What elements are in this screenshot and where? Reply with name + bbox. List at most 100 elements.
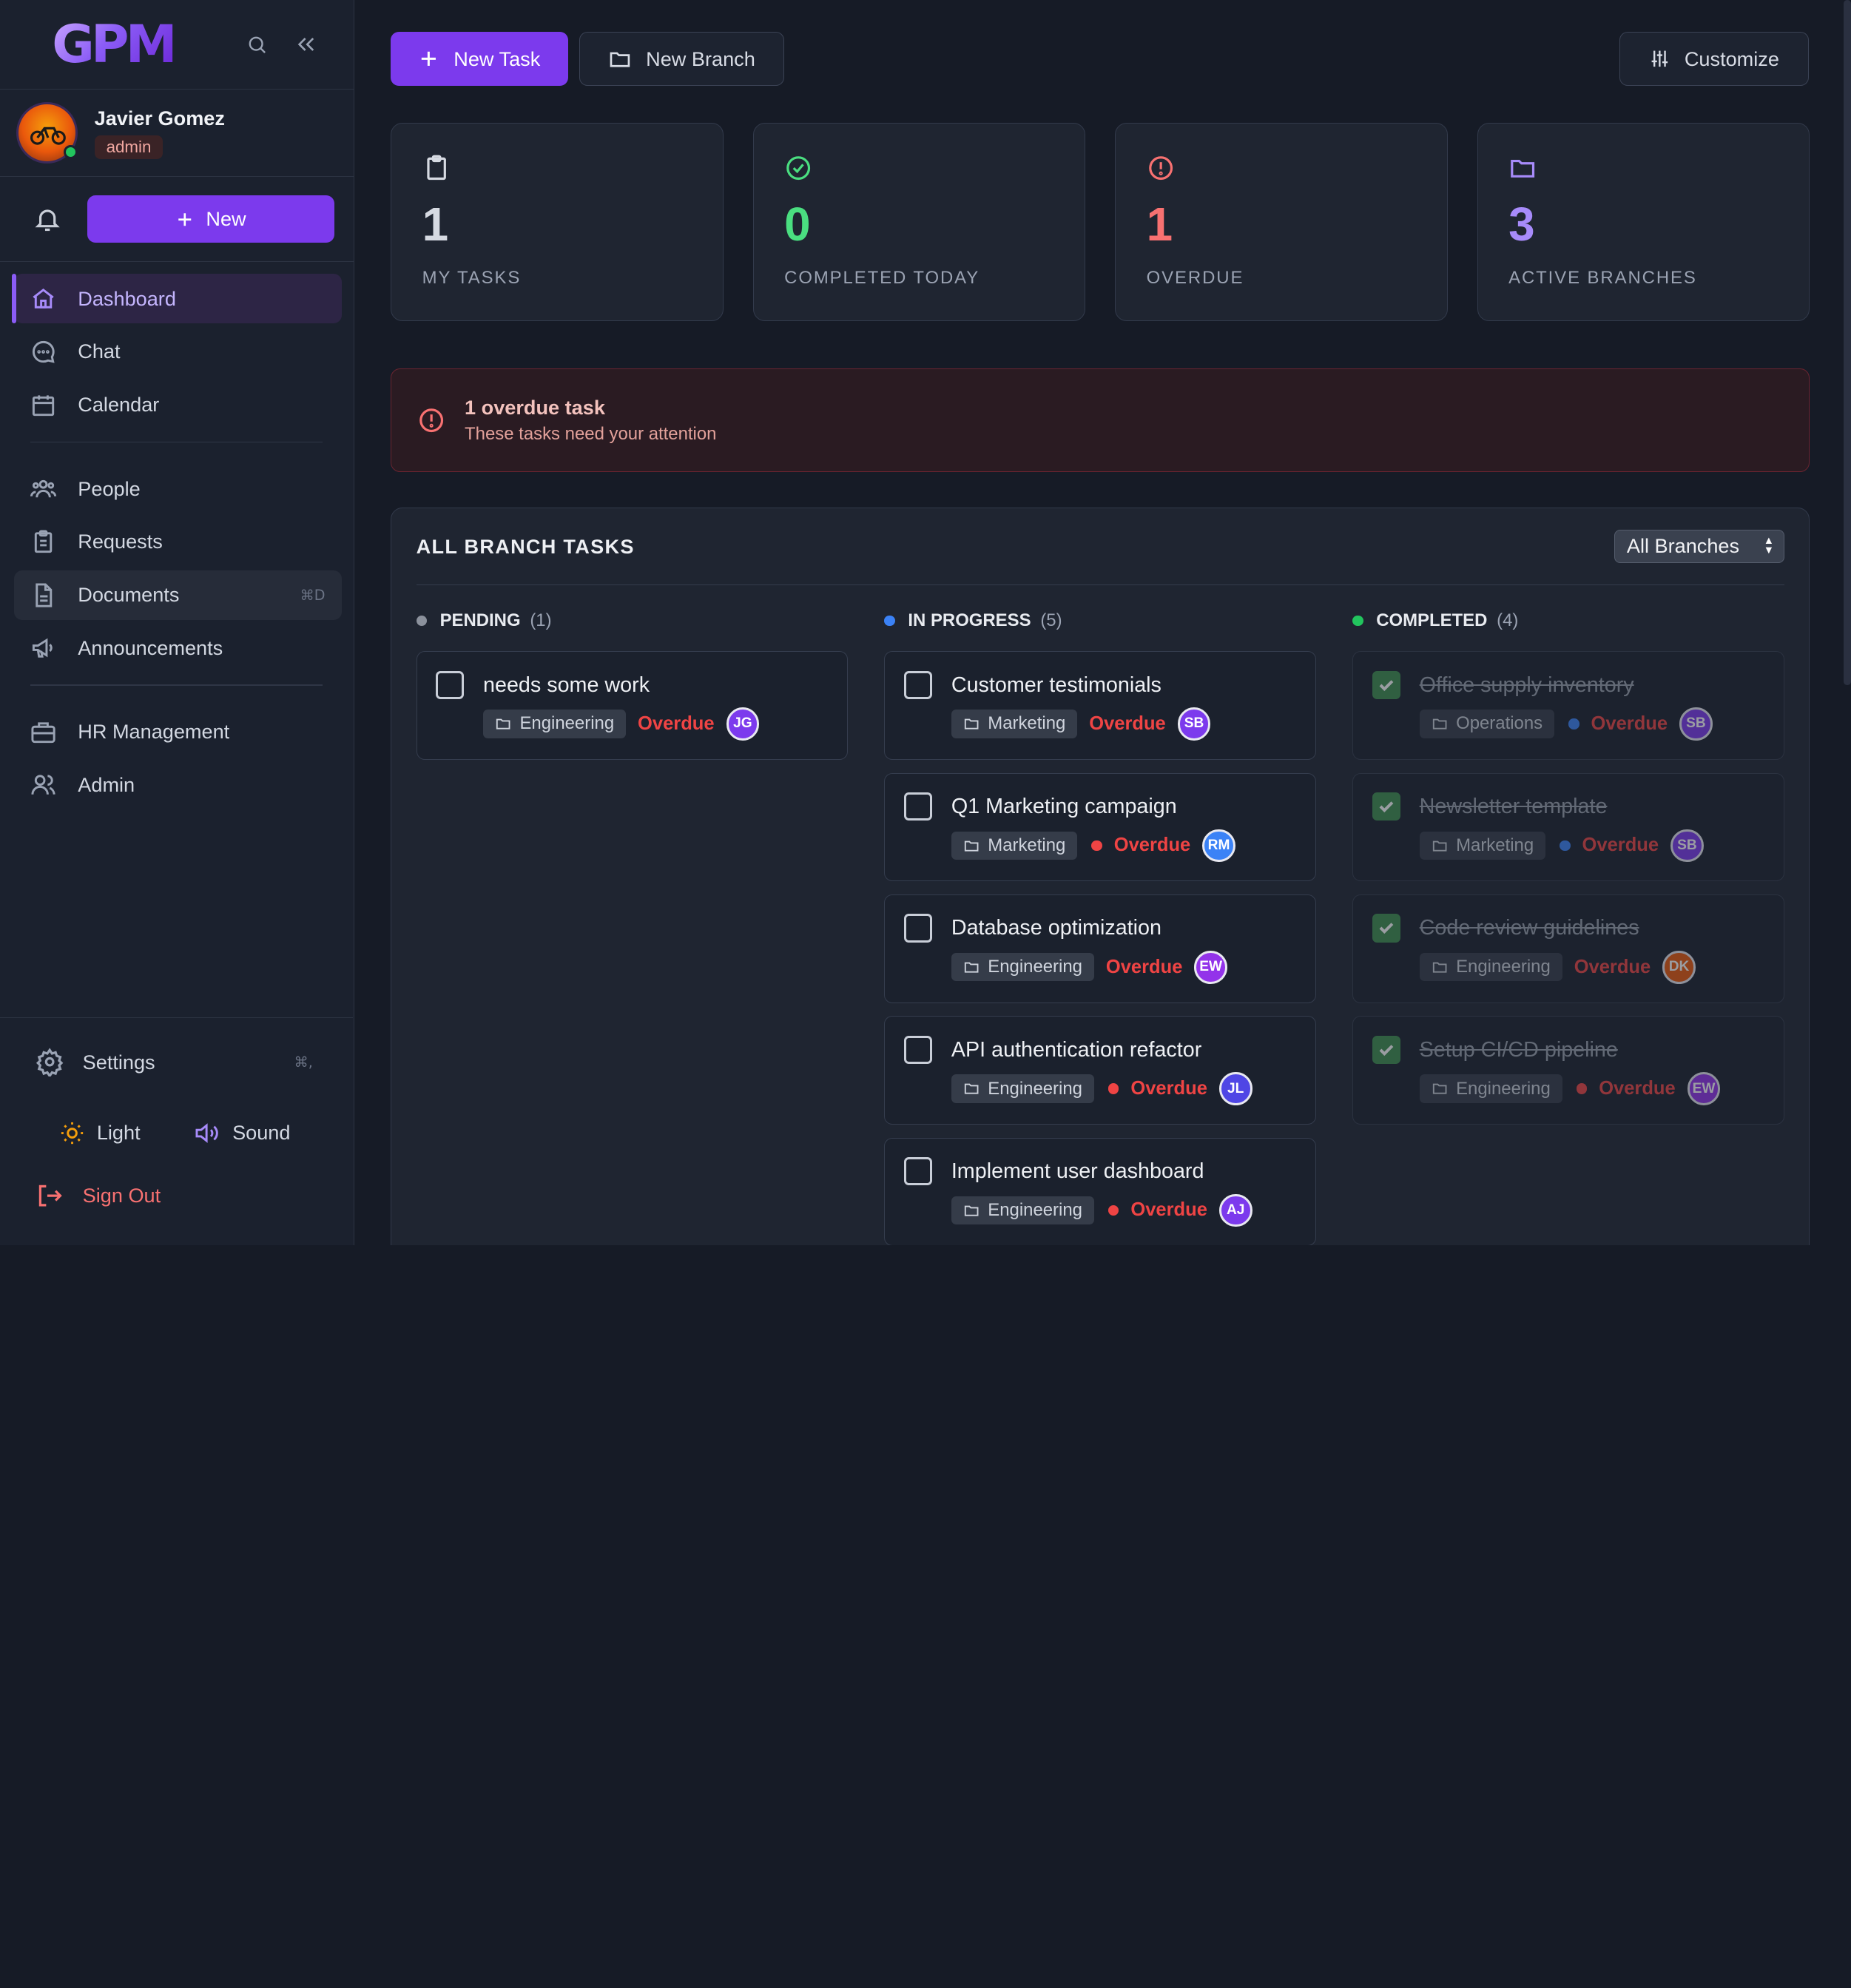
column-status-dot [1352, 615, 1363, 626]
sidebar-item-calendar[interactable]: Calendar [14, 380, 342, 430]
stats-row: 1 MY TASKS 0 COMPLETED TODAY 1 OVERDUE 3… [391, 122, 1810, 321]
folder-icon [1511, 160, 1535, 178]
column-count: (1) [530, 610, 552, 630]
task-card[interactable]: Q1 Marketing campaign Marketing Overdue RM [884, 772, 1316, 882]
search-icon[interactable] [245, 33, 269, 56]
task-card[interactable]: Implement user dashboard Engineering Overd… [884, 1137, 1316, 1246]
megaphone-icon [30, 635, 56, 661]
task-card[interactable]: Office supply inventory Operations Overdue… [1352, 651, 1784, 760]
document-icon [30, 582, 56, 608]
branch-tag[interactable]: Engineering [483, 710, 627, 738]
task-card[interactable]: Code review guidelines Engineering Overdue… [1352, 894, 1784, 1003]
sidebar-item-people[interactable]: People [14, 464, 342, 513]
sound-toggle[interactable]: Sound [192, 1120, 290, 1146]
assignee-avatar[interactable]: SB [1670, 829, 1704, 863]
branch-tag[interactable]: Engineering [951, 1074, 1094, 1103]
sidebar-item-dashboard[interactable]: Dashboard [11, 274, 342, 324]
branch-tag-label: Marketing [1456, 835, 1534, 855]
stat-card-my-tasks[interactable]: 1 MY TASKS [391, 122, 724, 321]
assignee-avatar[interactable]: EW [1687, 1072, 1721, 1105]
new-task-button[interactable]: New Task [391, 32, 568, 87]
user-profile[interactable]: Javier Gomez admin [0, 90, 354, 178]
task-card[interactable]: Setup CI/CD pipeline Engineering Overdue EW [1352, 1016, 1784, 1125]
task-checkbox[interactable] [1372, 792, 1401, 821]
collapse-sidebar-icon[interactable] [294, 33, 318, 56]
task-checkbox[interactable] [904, 914, 933, 943]
column-status-dot [416, 615, 428, 626]
task-checkbox[interactable] [1372, 1035, 1401, 1065]
stat-card-completed-today[interactable]: 0 COMPLETED TODAY [752, 122, 1086, 321]
sidebar-item-documents[interactable]: Documents ⌘D [14, 570, 342, 620]
sidebar-item-chat[interactable]: Chat [14, 327, 342, 377]
branch-filter-select[interactable]: All Branches ▲ ▼ [1614, 530, 1784, 563]
bell-icon[interactable] [33, 205, 61, 233]
branch-tag[interactable]: Engineering [951, 953, 1094, 982]
column-in-progress: IN PROGRESS (5) Customer testimonials Marke… [884, 609, 1316, 1246]
sidebar-item-announcements[interactable]: Announcements [14, 623, 342, 673]
assignee-avatar[interactable]: JL [1218, 1072, 1252, 1105]
folder-icon [964, 1205, 979, 1216]
task-card[interactable]: needs some work Engineering Overdue JG [416, 651, 849, 760]
branch-tag[interactable]: Engineering [1419, 1074, 1562, 1103]
branch-tag[interactable]: Engineering [951, 1196, 1094, 1224]
sidebar-footer: Settings ⌘, Light Sound Sign Out [0, 1017, 354, 1245]
branch-tag[interactable]: Operations [1419, 710, 1555, 738]
main-content: New Task New Branch Customize 1 MY TASKS… [355, 0, 1851, 1246]
assignee-avatar[interactable]: JG [726, 707, 760, 741]
branch-tag[interactable]: Marketing [951, 710, 1078, 738]
checkmark-icon [1379, 679, 1394, 691]
sidebar-item-label: People [78, 476, 141, 500]
task-checkbox[interactable] [1372, 914, 1401, 943]
task-checkbox[interactable] [904, 792, 933, 821]
checkmark-icon [1379, 923, 1394, 934]
customize-button[interactable]: Customize [1619, 32, 1809, 87]
folder-icon [964, 962, 979, 973]
task-card[interactable]: Newsletter template Marketing Overdue SB [1352, 772, 1784, 882]
scrollbar[interactable] [1844, 0, 1851, 685]
stat-label: OVERDUE [1146, 267, 1244, 288]
sidebar-item-hr-management[interactable]: HR Management [14, 707, 342, 757]
sidebar-item-label: HR Management [78, 720, 230, 744]
assignee-avatar[interactable]: AJ [1218, 1193, 1252, 1227]
task-title: API authentication refactor [951, 1037, 1202, 1062]
sidebar-item-label: Documents [78, 583, 180, 607]
assignee-avatar[interactable]: EW [1194, 950, 1228, 984]
overdue-label: Overdue [1582, 835, 1659, 856]
task-checkbox[interactable] [904, 1157, 933, 1186]
stat-card-active-branches[interactable]: 3 ACTIVE BRANCHES [1477, 122, 1810, 321]
task-card[interactable]: Customer testimonials Marketing Overdue SB [884, 651, 1316, 760]
branch-tag[interactable]: Marketing [1419, 831, 1546, 860]
sidebar-item-label: Announcements [78, 636, 223, 659]
light-theme-toggle[interactable]: Light [59, 1120, 141, 1146]
branch-tag-label: Engineering [519, 713, 615, 734]
task-card[interactable]: Database optimization Engineering Overdue E… [884, 894, 1316, 1003]
overdue-alert[interactable]: 1 overdue task These tasks need your att… [391, 368, 1810, 473]
task-card[interactable]: API authentication refactor Engineering Ov… [884, 1016, 1316, 1125]
settings-button[interactable]: Settings ⌘, [0, 1018, 353, 1105]
task-checkbox[interactable] [904, 1035, 933, 1065]
stat-card-overdue[interactable]: 1 OVERDUE [1115, 122, 1448, 321]
assignee-avatar[interactable]: RM [1202, 829, 1235, 863]
task-title: Code review guidelines [1419, 916, 1639, 940]
assignee-avatar[interactable]: SB [1177, 707, 1211, 741]
app-logo[interactable]: GPM [52, 14, 177, 75]
nav-divider [30, 441, 323, 443]
assignee-avatar[interactable]: DK [1662, 950, 1696, 984]
new-button[interactable]: New [87, 195, 334, 243]
new-branch-button[interactable]: New Branch [579, 32, 784, 87]
task-checkbox[interactable] [1372, 670, 1401, 699]
sign-out-button[interactable]: Sign Out [0, 1160, 353, 1231]
user-avatar [16, 102, 78, 164]
new-button-label: New [206, 207, 246, 231]
assignee-avatar[interactable]: SB [1679, 707, 1713, 741]
sidebar-actions: New [0, 177, 354, 263]
task-checkbox[interactable] [436, 670, 465, 699]
sidebar-item-requests[interactable]: Requests [14, 517, 342, 567]
brand-row: GPM [0, 0, 354, 90]
branch-tag[interactable]: Engineering [1419, 953, 1562, 982]
priority-dot [1560, 840, 1571, 852]
overdue-label: Overdue [1591, 712, 1668, 734]
task-checkbox[interactable] [904, 670, 933, 699]
sidebar-item-admin[interactable]: Admin [14, 761, 342, 810]
branch-tag[interactable]: Marketing [951, 831, 1078, 860]
